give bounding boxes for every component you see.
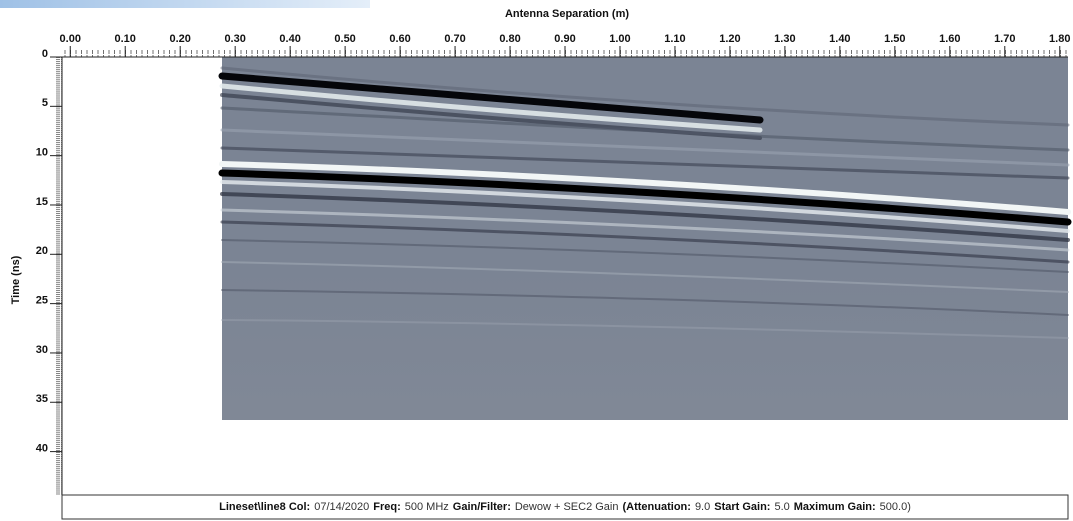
x-tick-label: 1.70 (994, 33, 1015, 45)
status-text: Lineset\line8 Col: 07/14/2020 Freq: 500 MHz… (219, 501, 911, 513)
y-tick-label: 0 (42, 48, 48, 60)
status-value: Dewow + SEC2 Gain (515, 501, 619, 513)
x-tick-label: 1.30 (774, 33, 795, 45)
x-tick-label: 0.80 (499, 33, 520, 45)
x-tick-label: 0.90 (554, 33, 575, 45)
x-tick-label: 0.60 (389, 33, 410, 45)
x-tick-label: 0.10 (115, 33, 136, 45)
x-tick-label: 1.40 (829, 33, 850, 45)
x-tick-label: 0.70 (444, 33, 465, 45)
x-tick-label: 1.20 (719, 33, 740, 45)
x-tick-label: 0.20 (169, 33, 190, 45)
x-tick-label: 0.50 (334, 33, 355, 45)
status-value: 07/14/2020 (314, 501, 369, 513)
y-tick-label: 20 (36, 245, 48, 257)
x-axis-title: Antenna Separation (m) (505, 8, 629, 20)
y-tick-label: 40 (36, 443, 48, 455)
y-tick-label: 15 (36, 196, 48, 208)
status-value: 500.0) (880, 501, 911, 513)
y-tick-label: 35 (36, 393, 48, 405)
status-value: 5.0 (774, 501, 789, 513)
x-tick-label: 0.40 (279, 33, 300, 45)
status-label: (Attenuation: (623, 501, 691, 513)
status-label: Lineset\line8 Col: (219, 501, 310, 513)
y-minor-ticks (56, 57, 62, 495)
status-value: 500 MHz (405, 501, 449, 513)
x-tick-label: 1.10 (664, 33, 685, 45)
y-tick-label: 30 (36, 344, 48, 356)
y-axis-title: Time (ns) (10, 255, 22, 304)
x-tick-label: 0.00 (60, 33, 81, 45)
status-label: Gain/Filter: (453, 501, 511, 513)
status-label: Maximum Gain: (794, 501, 876, 513)
x-tick-label: 1.00 (609, 33, 630, 45)
status-label: Freq: (373, 501, 401, 513)
chart: Antenna Separation (m) Time (ns) Lin (0, 0, 1073, 521)
window-strip (0, 0, 370, 8)
y-tick-label: 10 (36, 147, 48, 159)
status-value: 9.0 (695, 501, 710, 513)
x-tick-label: 1.60 (939, 33, 960, 45)
y-tick-label: 25 (36, 295, 48, 307)
status-label: Start Gain: (714, 501, 770, 513)
x-tick-label: 1.50 (884, 33, 905, 45)
x-tick-label: 0.30 (224, 33, 245, 45)
radargram (222, 57, 1068, 420)
x-tick-label: 1.80 (1049, 33, 1070, 45)
y-tick-label: 5 (42, 97, 48, 109)
